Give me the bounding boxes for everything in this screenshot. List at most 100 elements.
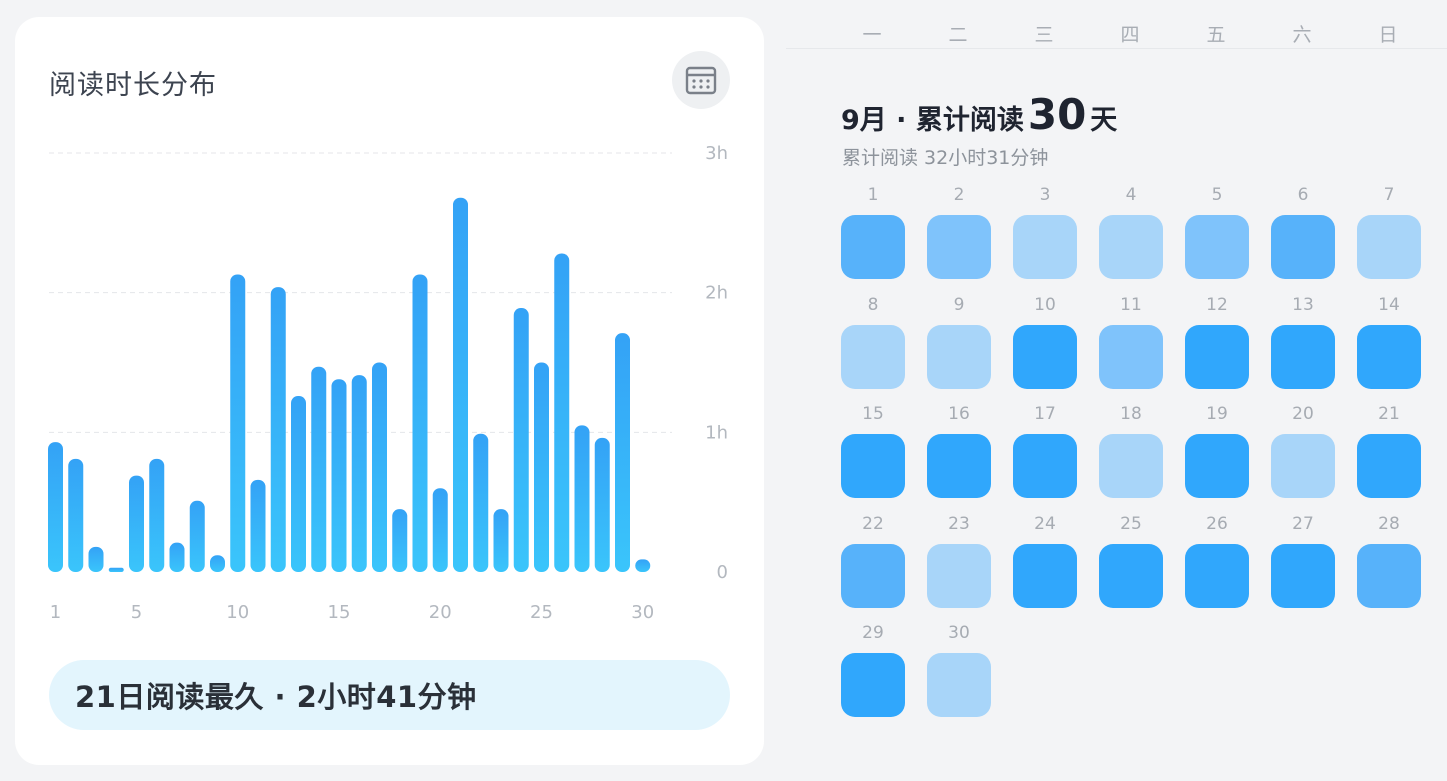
bar-day-9[interactable] [210,555,225,572]
weekday-header: 一二三四五六日 [786,0,1447,49]
bar-day-24[interactable] [513,308,529,572]
bar-day-26[interactable] [554,253,570,572]
calendar-day-number: 22 [862,513,884,534]
calendar-day-cell[interactable] [927,324,991,389]
calendar-day-number: 13 [1292,294,1314,315]
calendar-day-number: 8 [867,294,879,315]
calendar-day-number: 30 [948,623,970,643]
bar-day-20[interactable] [432,488,448,572]
bar-day-12[interactable] [270,287,286,572]
bar-day-18[interactable] [392,509,408,572]
x-tick-label: 25 [530,602,553,623]
calendar-day-cell[interactable] [1185,434,1249,498]
bar-day-6[interactable] [149,458,165,572]
calendar-day-number: 17 [1034,404,1056,424]
bar-day-2[interactable] [68,458,84,572]
calendar-day-cell[interactable] [1357,324,1421,389]
calendar-day-number: 9 [953,294,965,315]
calendar-day-number: 3 [1039,185,1051,205]
calendar-day-number: 20 [1292,404,1314,424]
month-subtitle: 累计阅读 32小时31分钟 [842,147,1049,169]
weekday-label: 三 [1034,24,1054,46]
calendar-day-number: 2 [953,185,965,205]
bar-day-28[interactable] [594,437,610,572]
bar-day-5[interactable] [129,475,144,572]
bar-day-27[interactable] [574,425,590,572]
calendar-day-cell[interactable] [927,215,991,279]
calendar-day-cell[interactable] [841,653,905,717]
bar-day-23[interactable] [493,509,509,572]
calendar-day-cell[interactable] [841,324,905,389]
calendar-day-cell[interactable] [1099,215,1163,279]
calendar-day-number: 15 [862,404,884,424]
bar-day-21[interactable] [453,197,468,572]
weekday-label: 六 [1292,24,1312,46]
calendar-day-cell[interactable] [841,434,905,498]
calendar-day-number: 19 [1206,404,1228,424]
x-tick-label: 30 [631,602,654,623]
bar-day-13[interactable] [291,396,306,572]
calendar-icon [685,66,717,95]
calendar-day-cell[interactable] [841,215,905,279]
calendar-day-cell[interactable] [1099,324,1163,389]
weekday-label: 二 [948,24,968,46]
calendar-day-number: 12 [1206,294,1228,315]
weekday-label: 一 [862,24,882,46]
calendar-day-number: 16 [948,404,970,424]
calendar-day-number: 11 [1120,294,1142,315]
calendar-day-cell[interactable] [1013,215,1077,279]
weekday-label: 五 [1206,24,1226,46]
x-tick-label: 20 [429,602,452,623]
calendar-day-number: 5 [1211,185,1223,205]
y-tick-label: 1h [705,422,728,443]
calendar-day-cell[interactable] [1099,543,1163,608]
calendar-day-cell[interactable] [1185,324,1249,389]
calendar-day-cell[interactable] [1013,434,1077,498]
bar-day-8[interactable] [189,500,205,572]
bar-day-30[interactable] [635,559,651,572]
bar-day-3[interactable] [88,546,104,572]
calendar-day-number: 23 [948,513,970,534]
bar-day-14[interactable] [311,366,327,572]
bar-day-1[interactable] [48,442,63,572]
calendar-day-cell[interactable] [1271,215,1335,279]
bar-day-4[interactable] [108,567,124,572]
bar-day-10[interactable] [230,274,246,572]
calendar-day-cell[interactable] [1271,324,1335,389]
calendar-day-cell[interactable] [1099,434,1163,498]
bar-day-29[interactable] [615,333,630,572]
calendar-day-cell[interactable] [927,653,991,717]
calendar-day-cell[interactable] [927,543,991,608]
bar-day-17[interactable] [372,362,387,573]
bar-day-22[interactable] [473,433,489,572]
calendar-day-cell[interactable] [1185,543,1249,608]
weekday-label: 四 [1120,24,1140,46]
bar-day-7[interactable] [169,542,185,572]
x-tick-label: 10 [226,602,249,623]
bar-day-19[interactable] [412,274,428,572]
calendar-day-number: 7 [1383,185,1395,205]
y-tick-label: 3h [705,143,728,164]
calendar-day-number: 6 [1297,185,1309,205]
calendar-button[interactable] [672,51,730,109]
bar-day-11[interactable] [250,479,266,572]
calendar-day-number: 18 [1120,404,1142,424]
weekday-label: 日 [1378,24,1398,46]
calendar-day-cell[interactable] [1185,215,1249,279]
calendar-day-cell[interactable] [927,434,991,498]
calendar-day-cell[interactable] [841,543,905,608]
calendar-day-number: 1 [867,185,879,205]
calendar-day-cell[interactable] [1357,434,1421,498]
bar-day-25[interactable] [534,362,549,573]
calendar-day-cell[interactable] [1357,215,1421,279]
bar-day-15[interactable] [331,379,347,572]
calendar-day-number: 25 [1120,513,1142,534]
calendar-day-cell[interactable] [1271,434,1335,498]
calendar-day-cell[interactable] [1357,543,1421,608]
calendar-day-cell[interactable] [1013,324,1077,389]
calendar-day-cell[interactable] [1013,543,1077,608]
x-tick-label: 5 [131,602,142,623]
bar-day-16[interactable] [351,375,367,572]
calendar-day-cell[interactable] [1271,543,1335,608]
